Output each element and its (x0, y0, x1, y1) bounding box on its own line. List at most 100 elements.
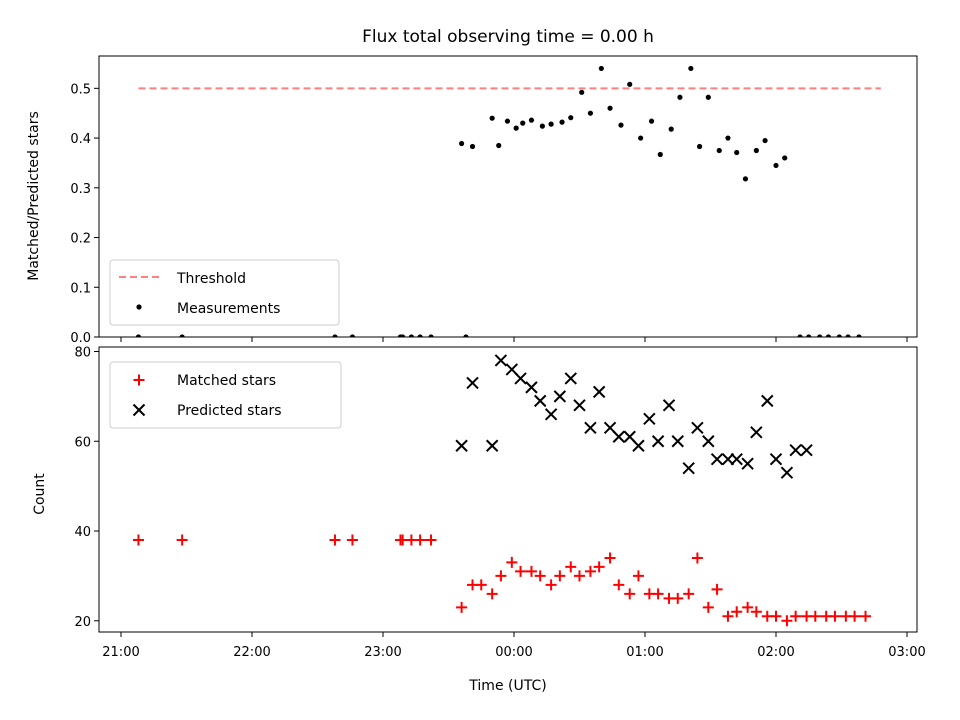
bottom-y-tick-label: 20 (74, 615, 91, 630)
measurement-point (638, 135, 644, 141)
predicted-star-point (466, 376, 479, 390)
x-tick-label: 21:00 (102, 645, 139, 660)
measurement-point (806, 334, 812, 337)
bottom-y-tick-label: 60 (74, 435, 91, 450)
matched-star-point (652, 588, 664, 600)
predicted-star-point (592, 385, 606, 399)
measurement-point (463, 334, 469, 337)
x-tick-label: 03:00 (888, 645, 925, 660)
legend-matched-label: Matched stars (177, 373, 276, 389)
matched-star-point (613, 579, 625, 591)
matched-star-point (475, 579, 487, 591)
measurement-point (688, 65, 694, 72)
bottom-axes-frame (98, 346, 918, 633)
predicted-star-point (682, 461, 695, 475)
predicted-star-point (564, 372, 577, 385)
predicted-star-point (455, 439, 468, 452)
measurement-point (135, 334, 142, 337)
matched-star-point (809, 610, 821, 622)
measurement-point (753, 147, 759, 154)
matched-star-point (624, 588, 636, 600)
measurement-point (579, 89, 585, 95)
top-legend-box (109, 259, 340, 326)
measurement-point (696, 143, 703, 150)
matched-star-point (132, 534, 144, 546)
matched-star-point (593, 561, 605, 573)
matched-star-point (545, 579, 557, 591)
matched-star-point (742, 601, 754, 613)
matched-star-point (711, 583, 723, 595)
measurement-point (627, 81, 633, 87)
measurement-point (349, 334, 356, 337)
measurement-point (504, 118, 511, 124)
measurement-point (817, 334, 823, 337)
measurement-point (782, 155, 788, 161)
matched-star-point (691, 552, 703, 564)
matched-star-point (672, 592, 684, 604)
matched-star-point (495, 570, 507, 582)
x-axis-label: Time (UTC) (468, 678, 546, 694)
measurement-point (773, 162, 779, 169)
measurement-point (742, 176, 749, 182)
predicted-star-point (761, 394, 774, 408)
top-y-tick-label: 0.1 (70, 281, 91, 296)
matched-star-point (456, 601, 468, 613)
matched-star-point (829, 610, 841, 622)
measurement-point (408, 334, 414, 337)
predicted-star-point (612, 430, 626, 443)
measurement-point (428, 334, 434, 337)
measurement-point (496, 142, 502, 149)
measurement-point (559, 119, 565, 125)
matched-star-point (731, 606, 743, 618)
predicted-star-point (691, 421, 704, 434)
matched-star-point (329, 534, 341, 546)
predicted-star-point (494, 354, 508, 367)
matched-star-point (860, 610, 872, 622)
matched-star-point (702, 601, 714, 613)
measurement-point (734, 149, 740, 156)
predicted-star-point (800, 444, 813, 457)
matched-star-point (584, 565, 596, 577)
measurement-point (705, 94, 711, 100)
measurement-point (657, 151, 663, 158)
measurement-point (489, 115, 495, 121)
predicted-star-point (514, 372, 527, 385)
matched-star-point (790, 610, 802, 622)
matched-star-point (574, 570, 585, 582)
measurement-point (797, 334, 803, 337)
measurement-point (845, 334, 851, 337)
bottom-y-axis-label: Count (32, 473, 48, 515)
x-tick-label: 23:00 (364, 645, 401, 660)
x-tick-label: 00:00 (495, 645, 532, 660)
matched-star-point (486, 588, 498, 600)
matched-star-point (565, 561, 577, 573)
top-legend: Threshold Measurements (109, 259, 340, 326)
x-tick-label: 22:00 (233, 645, 270, 660)
measurement-point (677, 94, 683, 100)
bottom-panel: 20 40 60 80 21:00 22:00 23:00 00:00 01:00 02:00 03… (74, 345, 925, 660)
matched-star-point (176, 534, 188, 546)
matched-star-point (346, 534, 358, 546)
measurement-point (568, 115, 574, 121)
x-tick-label: 01:00 (626, 645, 663, 660)
measurement-point (469, 143, 476, 150)
bottom-legend-box (109, 361, 342, 429)
top-axes-frame (98, 55, 918, 338)
matched-star-point (414, 534, 426, 546)
predicted-star-point (544, 408, 558, 421)
measurement-point (179, 334, 185, 337)
matched-star-point (554, 570, 566, 582)
matched-star-point (781, 615, 793, 627)
matched-star-point (849, 610, 861, 622)
matched-star-point (770, 610, 782, 622)
legend-threshold-label: Threshold (176, 271, 246, 287)
bottom-y-tick-label: 40 (74, 525, 91, 540)
measurement-point (459, 140, 465, 147)
measurement-point (716, 147, 722, 154)
predicted-star-point (573, 399, 586, 412)
matched-star-point (534, 570, 546, 582)
bottom-plot-area (132, 354, 872, 627)
predicted-star-point (651, 435, 665, 448)
measurement-point (548, 121, 554, 127)
